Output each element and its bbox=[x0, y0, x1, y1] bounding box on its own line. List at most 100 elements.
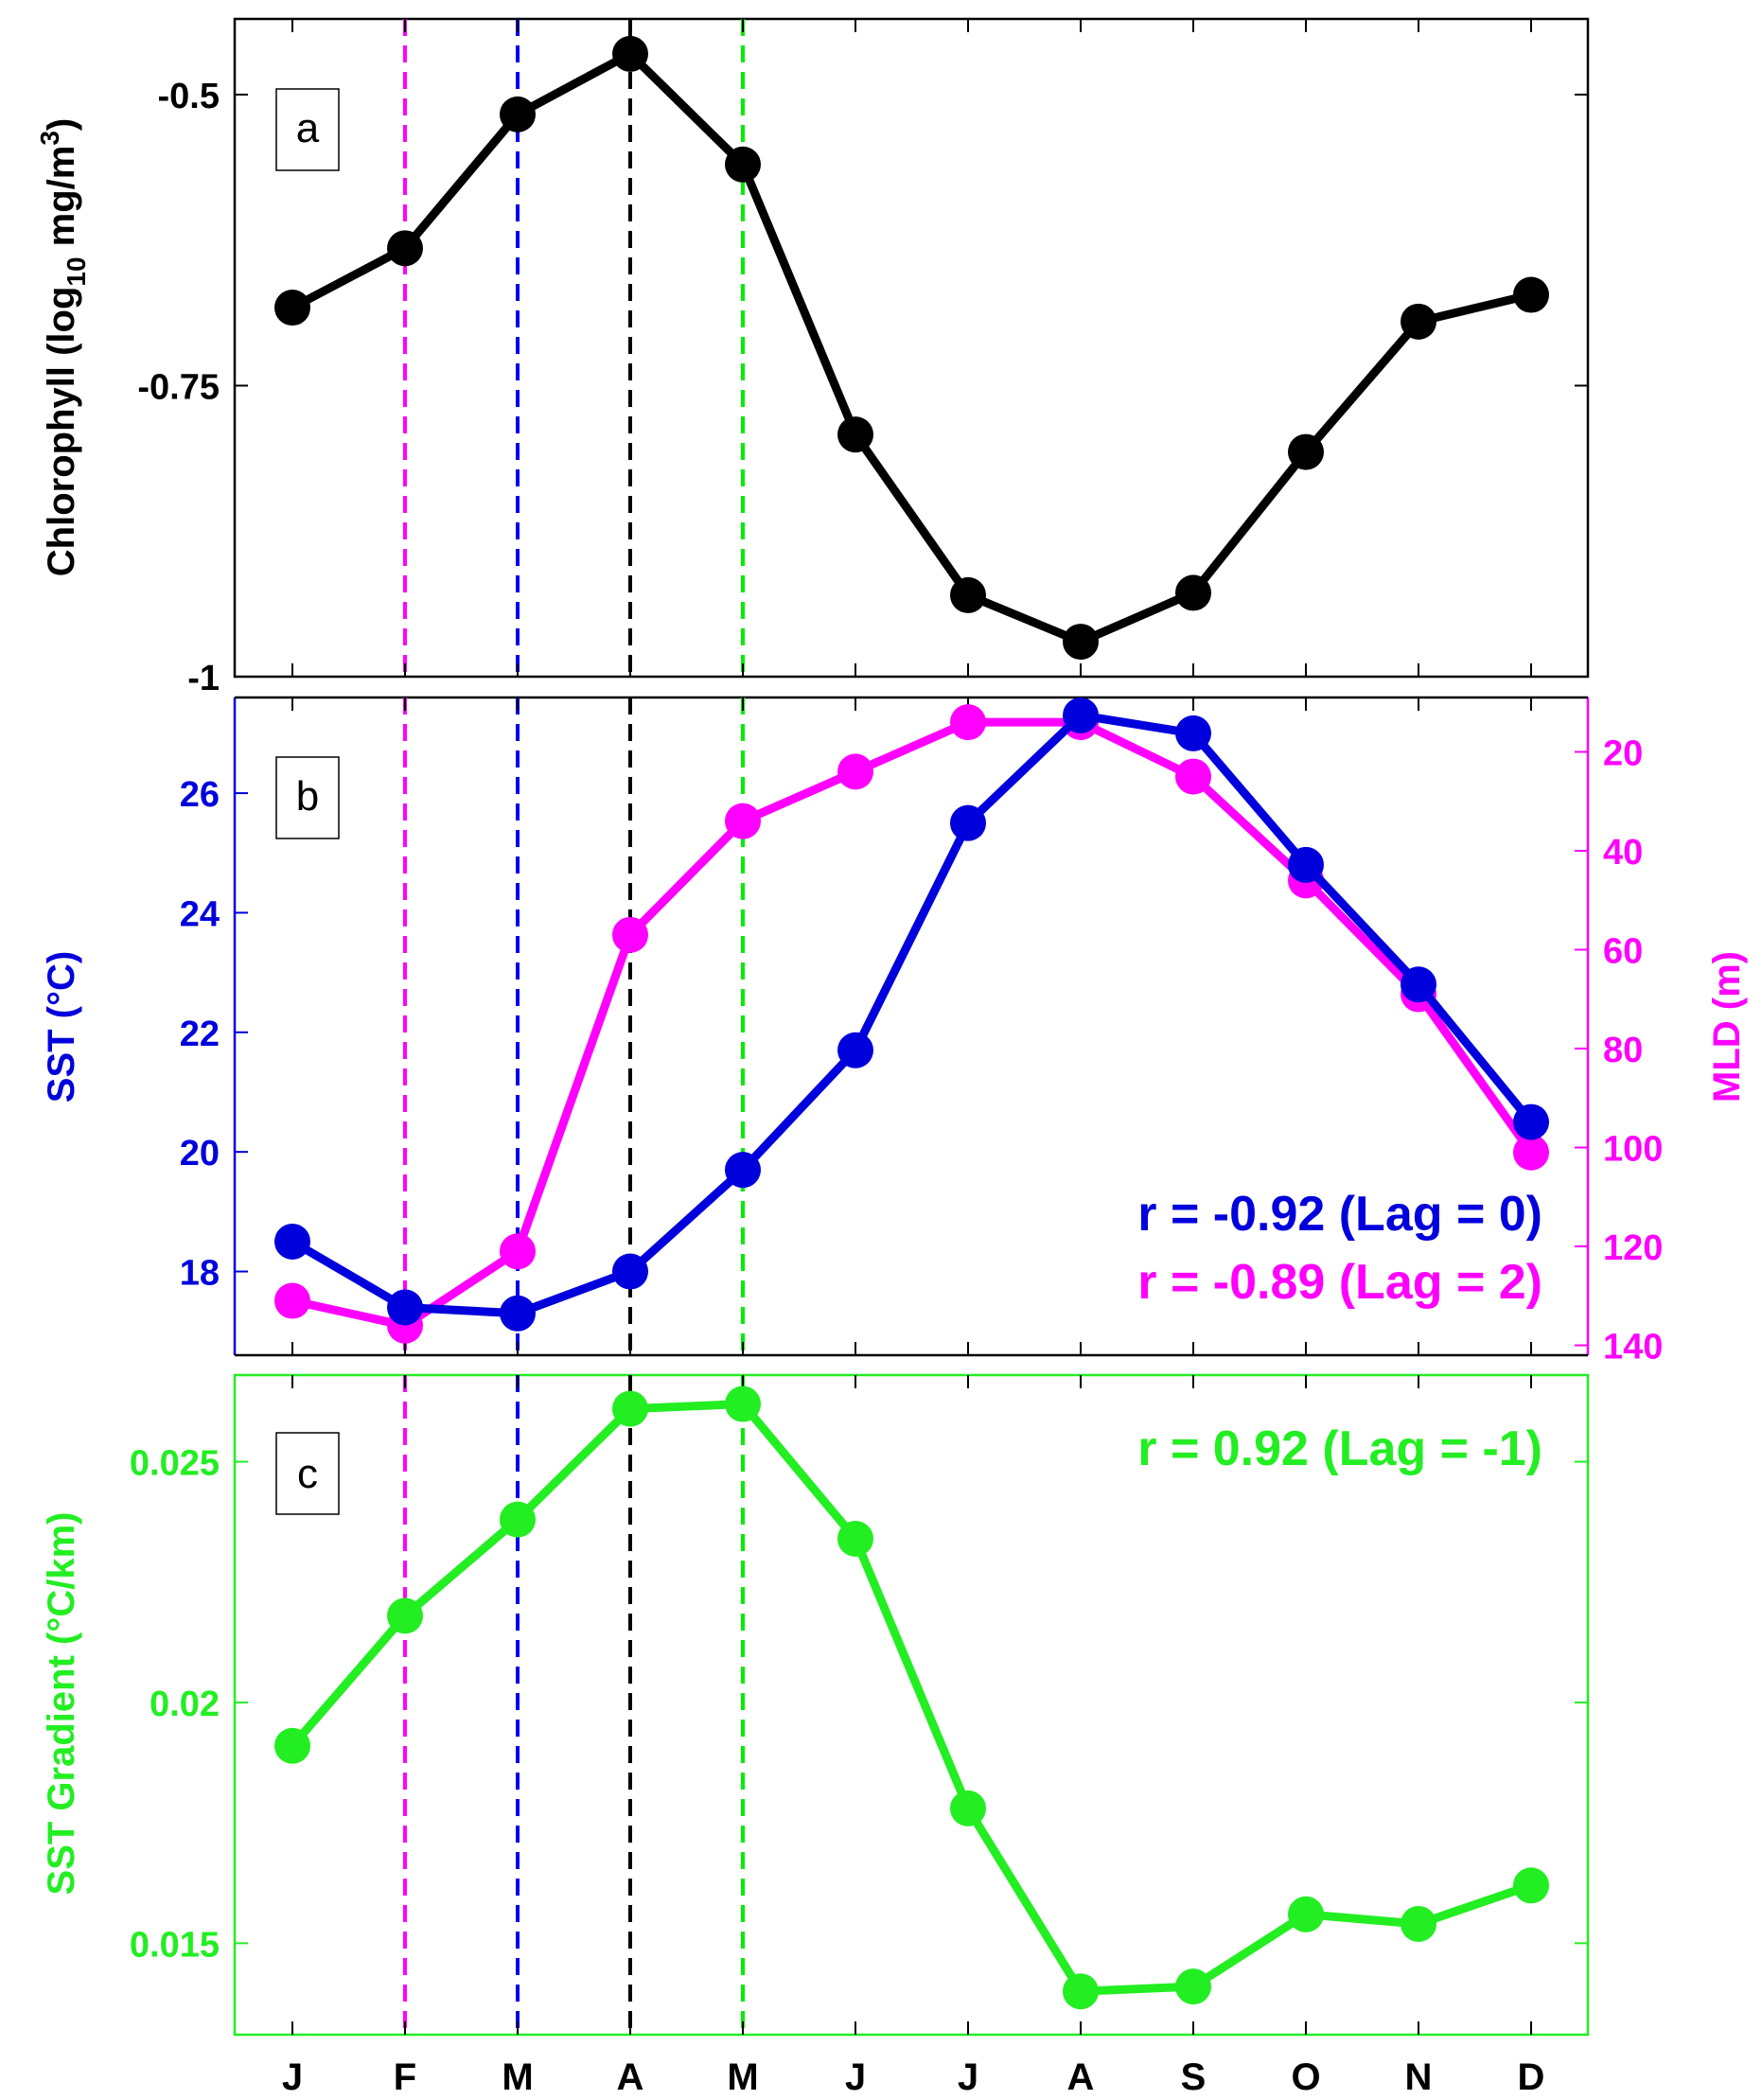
chlorophyll-point-2 bbox=[387, 230, 423, 267]
mld-point-12 bbox=[1513, 1134, 1549, 1171]
panel-c-vlines bbox=[403, 1375, 745, 2035]
panel-a-y-ticks: -0.5 -0.75 -1 bbox=[137, 77, 1588, 698]
mld-point-4 bbox=[612, 916, 648, 953]
y-tick-label: 0.025 bbox=[130, 1444, 220, 1484]
y-tick-label-right: 100 bbox=[1603, 1130, 1663, 1170]
sst-point-1 bbox=[274, 1223, 310, 1260]
panel-b-right-y-axis-label: MLD (m) bbox=[1706, 951, 1748, 1103]
panel-b-x-ticks bbox=[291, 697, 1532, 1355]
panel-b-annotation-mld: r = -0.89 (Lag = 2) bbox=[1137, 1255, 1542, 1310]
panel-b-label-box: b bbox=[275, 756, 340, 839]
panel-c-annotation: r = 0.92 (Lag = -1) bbox=[1137, 1421, 1542, 1476]
panel-c-y-axis-label: SST Gradient (°C/km) bbox=[41, 1512, 82, 1896]
panel-a-label-box: a bbox=[275, 88, 340, 171]
panel-b: 18 20 22 24 26 20 40 60 80 100 120 140 b r = -0.92… bbox=[41, 696, 1748, 1368]
x-tick-label: A bbox=[617, 2056, 644, 2098]
sst-gradient-point-9 bbox=[1175, 1968, 1211, 2005]
sst-gradient-point-7 bbox=[950, 1790, 986, 1826]
sst-point-6 bbox=[837, 1032, 873, 1068]
mld-point-9 bbox=[1175, 758, 1211, 795]
sst-gradient-point-3 bbox=[500, 1501, 536, 1538]
x-tick-label: D bbox=[1518, 2056, 1545, 2098]
sst-point-3 bbox=[500, 1295, 536, 1332]
mld-line bbox=[291, 717, 1535, 1331]
sst-gradient-point-1 bbox=[274, 1727, 310, 1764]
sst-point-2 bbox=[387, 1289, 423, 1326]
panel-b-series bbox=[274, 697, 1549, 1344]
mld-point-7 bbox=[950, 704, 986, 741]
chlorophyll-point-1 bbox=[274, 290, 310, 326]
x-tick-label: M bbox=[502, 2056, 533, 2098]
x-tick-label: J bbox=[845, 2056, 866, 2098]
panel-b-annotation-sst: r = -0.92 (Lag = 0) bbox=[1137, 1187, 1542, 1242]
y-tick-label: 20 bbox=[180, 1134, 220, 1174]
y-tick-label: 0.02 bbox=[150, 1685, 220, 1724]
chlorophyll-point-10 bbox=[1288, 433, 1324, 470]
panel-c: 0.015 0.02 0.025 J F M A M J J A S O N D c r = 0.92 (… bbox=[41, 1373, 1590, 2098]
y-tick-label: -0.75 bbox=[137, 367, 220, 407]
panel-b-y-axis-label: SST (°C) bbox=[41, 951, 82, 1103]
x-tick-label: J bbox=[958, 2056, 978, 2098]
panel-a-label: a bbox=[296, 105, 320, 151]
sst-line bbox=[290, 711, 1535, 1318]
y-tick-label-right: 40 bbox=[1603, 833, 1643, 873]
panel-c-label-box: c bbox=[275, 1432, 340, 1515]
panel-c-series bbox=[274, 1385, 1549, 2010]
chlorophyll-point-7 bbox=[950, 576, 986, 613]
panel-c-x-ticks bbox=[291, 1375, 1532, 2035]
x-tick-label: F bbox=[394, 2056, 416, 2098]
chlorophyll-point-12 bbox=[1513, 276, 1549, 313]
sst-point-11 bbox=[1401, 966, 1436, 1003]
panel-a-y-axis-label: Chlorophyll (log10 mg/m3) bbox=[35, 118, 91, 576]
panel-b-y-ticks-right: 20 40 60 80 100 120 140 bbox=[1575, 733, 1663, 1368]
chlorophyll-point-5 bbox=[725, 146, 761, 183]
panel-b-label: b bbox=[296, 773, 319, 820]
y-tick-label: 0.015 bbox=[130, 1925, 220, 1965]
y-tick-label: -1 bbox=[187, 659, 220, 698]
x-tick-label: J bbox=[282, 2056, 303, 2098]
panel-c-y-ticks: 0.015 0.02 0.025 bbox=[130, 1444, 1588, 1965]
panel-b-top-bottom-axis-lines bbox=[235, 696, 1588, 1357]
panel-a-x-ticks bbox=[291, 19, 1532, 677]
mld-point-1 bbox=[274, 1282, 310, 1319]
sst-point-12 bbox=[1513, 1103, 1549, 1140]
chlorophyll-point-11 bbox=[1401, 303, 1436, 340]
panel-c-label: c bbox=[297, 1451, 318, 1497]
panel-b-y-ticks: 18 20 22 24 26 bbox=[180, 775, 248, 1294]
mld-point-3 bbox=[500, 1233, 536, 1270]
sst-gradient-point-2 bbox=[387, 1597, 423, 1634]
sst-gradient-point-11 bbox=[1401, 1905, 1436, 1942]
y-tick-label: 18 bbox=[180, 1254, 220, 1294]
sst-gradient-point-12 bbox=[1513, 1867, 1549, 1904]
x-tick-label: O bbox=[1291, 2056, 1320, 2098]
sst-point-10 bbox=[1288, 846, 1324, 883]
y-tick-label: -0.5 bbox=[158, 77, 220, 116]
panel-a-axes-frame bbox=[233, 17, 1590, 679]
sst-gradient-point-10 bbox=[1288, 1896, 1324, 1932]
sst-gradient-line bbox=[289, 1400, 1533, 1996]
y-tick-label: 26 bbox=[180, 775, 220, 815]
y-tick-label-right: 80 bbox=[1603, 1031, 1643, 1070]
mld-point-5 bbox=[725, 803, 761, 839]
panel-a: -0.5 -0.75 -1 a Chlorophyll (log10 mg/m3) bbox=[35, 17, 1590, 698]
y-tick-label: 24 bbox=[180, 894, 220, 934]
sst-point-5 bbox=[725, 1152, 761, 1189]
x-tick-label: N bbox=[1405, 2056, 1433, 2098]
x-tick-label: M bbox=[727, 2056, 758, 2098]
mld-point-6 bbox=[837, 753, 873, 790]
sst-point-4 bbox=[612, 1253, 648, 1290]
x-tick-label: S bbox=[1181, 2056, 1207, 2098]
sst-point-8 bbox=[1063, 697, 1099, 733]
sst-gradient-point-4 bbox=[612, 1390, 648, 1427]
chlorophyll-point-8 bbox=[1063, 624, 1099, 661]
panel-a-series bbox=[274, 35, 1549, 661]
y-tick-label-right: 20 bbox=[1603, 733, 1643, 773]
y-tick-label-right: 120 bbox=[1603, 1228, 1663, 1268]
chlorophyll-point-3 bbox=[500, 96, 536, 132]
y-tick-label: 22 bbox=[180, 1015, 220, 1054]
sst-point-7 bbox=[950, 804, 986, 841]
y-tick-label-right: 140 bbox=[1603, 1328, 1663, 1368]
sst-gradient-point-6 bbox=[837, 1520, 873, 1557]
